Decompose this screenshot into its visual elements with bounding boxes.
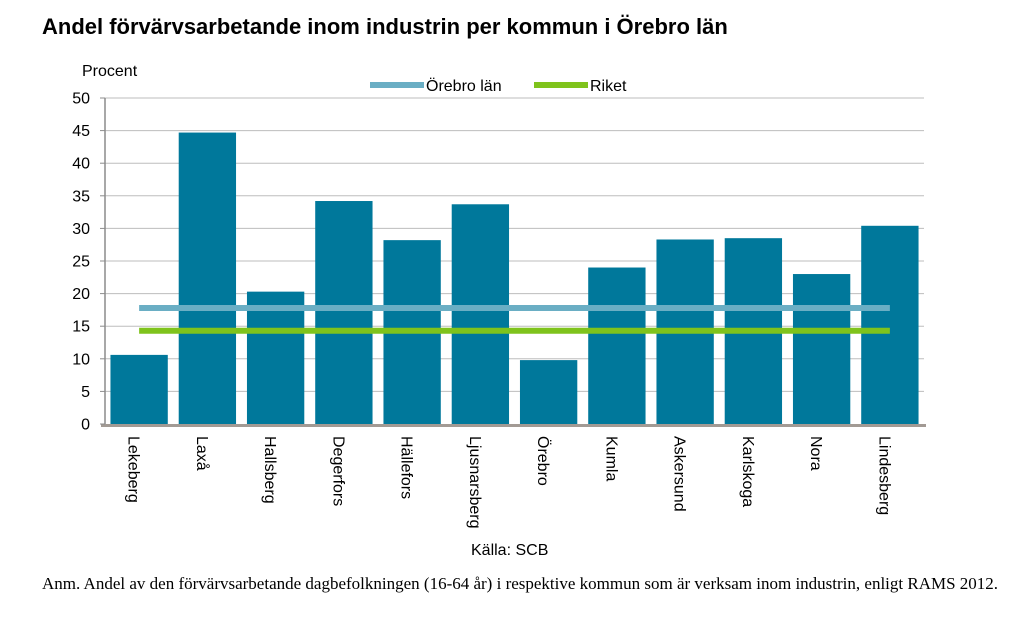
x-tick-label: Laxå (193, 436, 211, 471)
bar (861, 225, 919, 424)
x-tick-label: Lekeberg (125, 436, 142, 503)
y-tick-label: 0 (81, 417, 90, 434)
bar (315, 201, 373, 424)
y-tick-label: 20 (72, 286, 90, 303)
x-tick-label: Karlskoga (739, 436, 756, 507)
bar (451, 204, 510, 424)
x-tick-label: Hallsberg (261, 436, 278, 504)
legend-label: Örebro län (426, 77, 502, 95)
bar (519, 360, 578, 424)
y-tick-label: 5 (81, 384, 90, 401)
x-tick-label: Hällefors (398, 436, 415, 499)
axes (100, 97, 926, 427)
reference-lines (139, 304, 890, 334)
y-axis-label: Procent (82, 63, 138, 80)
bars (110, 132, 919, 424)
chart-title: Andel förvärvsarbetande inom industrin p… (42, 14, 728, 39)
x-tick-label: Ljusnarsberg (466, 436, 483, 529)
x-tick-label: Lindesberg (875, 436, 892, 515)
y-tick-label: 40 (72, 156, 90, 173)
gridlines (105, 97, 924, 392)
x-tick-label: Nora (807, 436, 824, 471)
bar (246, 291, 305, 424)
footnote: Anm. Andel av den förvärvsarbetande dagb… (42, 574, 999, 593)
bar (588, 267, 646, 424)
y-tick-label: 45 (72, 123, 90, 140)
y-tick-label: 30 (72, 221, 90, 238)
x-axis-labels: Lekeberg Laxå Hallsberg Degerfors Hällefors L… (125, 436, 893, 529)
legend-label: Riket (590, 78, 627, 95)
y-axis-ticks: 0 5 10 15 20 25 30 35 40 45 50 (72, 91, 90, 434)
x-tick-label: Degerfors (329, 436, 346, 506)
bar (178, 132, 237, 424)
bar (110, 354, 168, 424)
bar (792, 274, 851, 424)
legend: Örebro län Riket (370, 77, 627, 95)
y-tick-label: 50 (72, 91, 90, 108)
x-tick-label: Örebro (534, 436, 552, 486)
source-label: Källa: SCB (471, 542, 548, 559)
y-tick-label: 15 (72, 319, 90, 336)
bar-chart: 0 5 10 15 20 25 30 35 40 45 50 Lekeberg Laxå Hallsbe… (72, 63, 926, 559)
x-tick-label: Kumla (602, 436, 619, 481)
x-tick-label: Askersund (671, 436, 688, 512)
y-tick-label: 35 (72, 188, 90, 205)
y-tick-label: 25 (72, 254, 90, 271)
y-tick-label: 10 (72, 351, 90, 368)
